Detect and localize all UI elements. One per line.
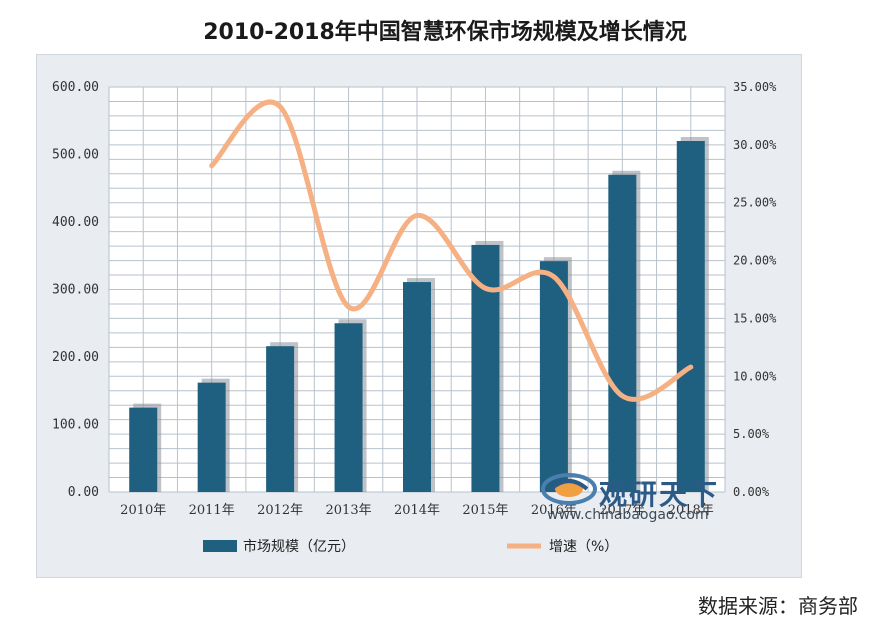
- y-right-tick-label: 0.00%: [733, 485, 770, 499]
- x-tick-label: 2012年: [257, 503, 303, 518]
- legend-label-bar: 市场规模（亿元）: [243, 538, 355, 555]
- y-left-tick-label: 400.00: [52, 215, 99, 230]
- y-left-tick-label: 600.00: [52, 80, 99, 95]
- axis-layer: 0.00 100.00 200.00 300.00 400.00 500.00 600.00…: [52, 80, 777, 518]
- y-left-tick-label: 500.00: [52, 148, 99, 163]
- legend-label-line: 增速（%）: [549, 539, 618, 555]
- line-layer: [209, 99, 694, 402]
- chart-title: 2010-2018年中国智慧环保市场规模及增长情况: [203, 20, 687, 45]
- y-right-tick-label: 20.00%: [733, 254, 777, 268]
- x-tick-label: 2010年: [120, 503, 166, 518]
- y-left-tick-label: 200.00: [52, 350, 99, 365]
- x-tick-label: 2016年: [531, 503, 577, 518]
- bar: [608, 174, 637, 492]
- watermark-url: www.chinabaogao.com: [547, 507, 709, 523]
- x-tick-label: 2014年: [394, 503, 440, 518]
- chart-frame: 0.00 100.00 200.00 300.00 400.00 500.00 600.00…: [36, 54, 802, 578]
- y-right-tick-label: 10.00%: [733, 369, 777, 383]
- y-right-tick-label: 35.00%: [733, 80, 777, 94]
- watermark-name: 观研天下: [599, 478, 720, 511]
- bar: [334, 323, 363, 492]
- bar: [266, 346, 295, 492]
- y-right-tick-label: 25.00%: [733, 196, 777, 210]
- y-right-tick-label: 15.00%: [733, 311, 777, 325]
- watermark-logo-icon: [541, 473, 597, 505]
- y-right-tick-label: 5.00%: [733, 427, 770, 441]
- x-tick-label: 2017年: [599, 503, 645, 518]
- x-tick-label: 2015年: [462, 503, 508, 518]
- chart-svg: 0.00 100.00 200.00 300.00 400.00 500.00 600.00…: [52, 80, 777, 555]
- bar: [539, 261, 568, 492]
- watermark: 观研天下 www.chinabaogao.com: [537, 471, 767, 527]
- bar: [129, 407, 158, 492]
- legend-swatch-bar: [203, 540, 237, 552]
- bars-layer: [129, 137, 709, 492]
- x-tick-label: 2018年: [668, 503, 714, 518]
- bar: [676, 141, 705, 492]
- bar: [197, 382, 226, 492]
- y-left-tick-label: 300.00: [52, 283, 99, 298]
- source-text: 数据来源：商务部: [698, 594, 858, 618]
- legend: 市场规模（亿元） 增速（%）: [203, 538, 618, 555]
- y-left-tick-label: 100.00: [52, 418, 99, 433]
- bar: [403, 282, 431, 492]
- y-right-tick-label: 30.00%: [733, 138, 777, 152]
- y-left-tick-label: 0.00: [68, 485, 99, 500]
- growth-line: [209, 99, 694, 402]
- x-tick-label: 2013年: [326, 503, 372, 518]
- x-tick-label: 2011年: [189, 503, 235, 518]
